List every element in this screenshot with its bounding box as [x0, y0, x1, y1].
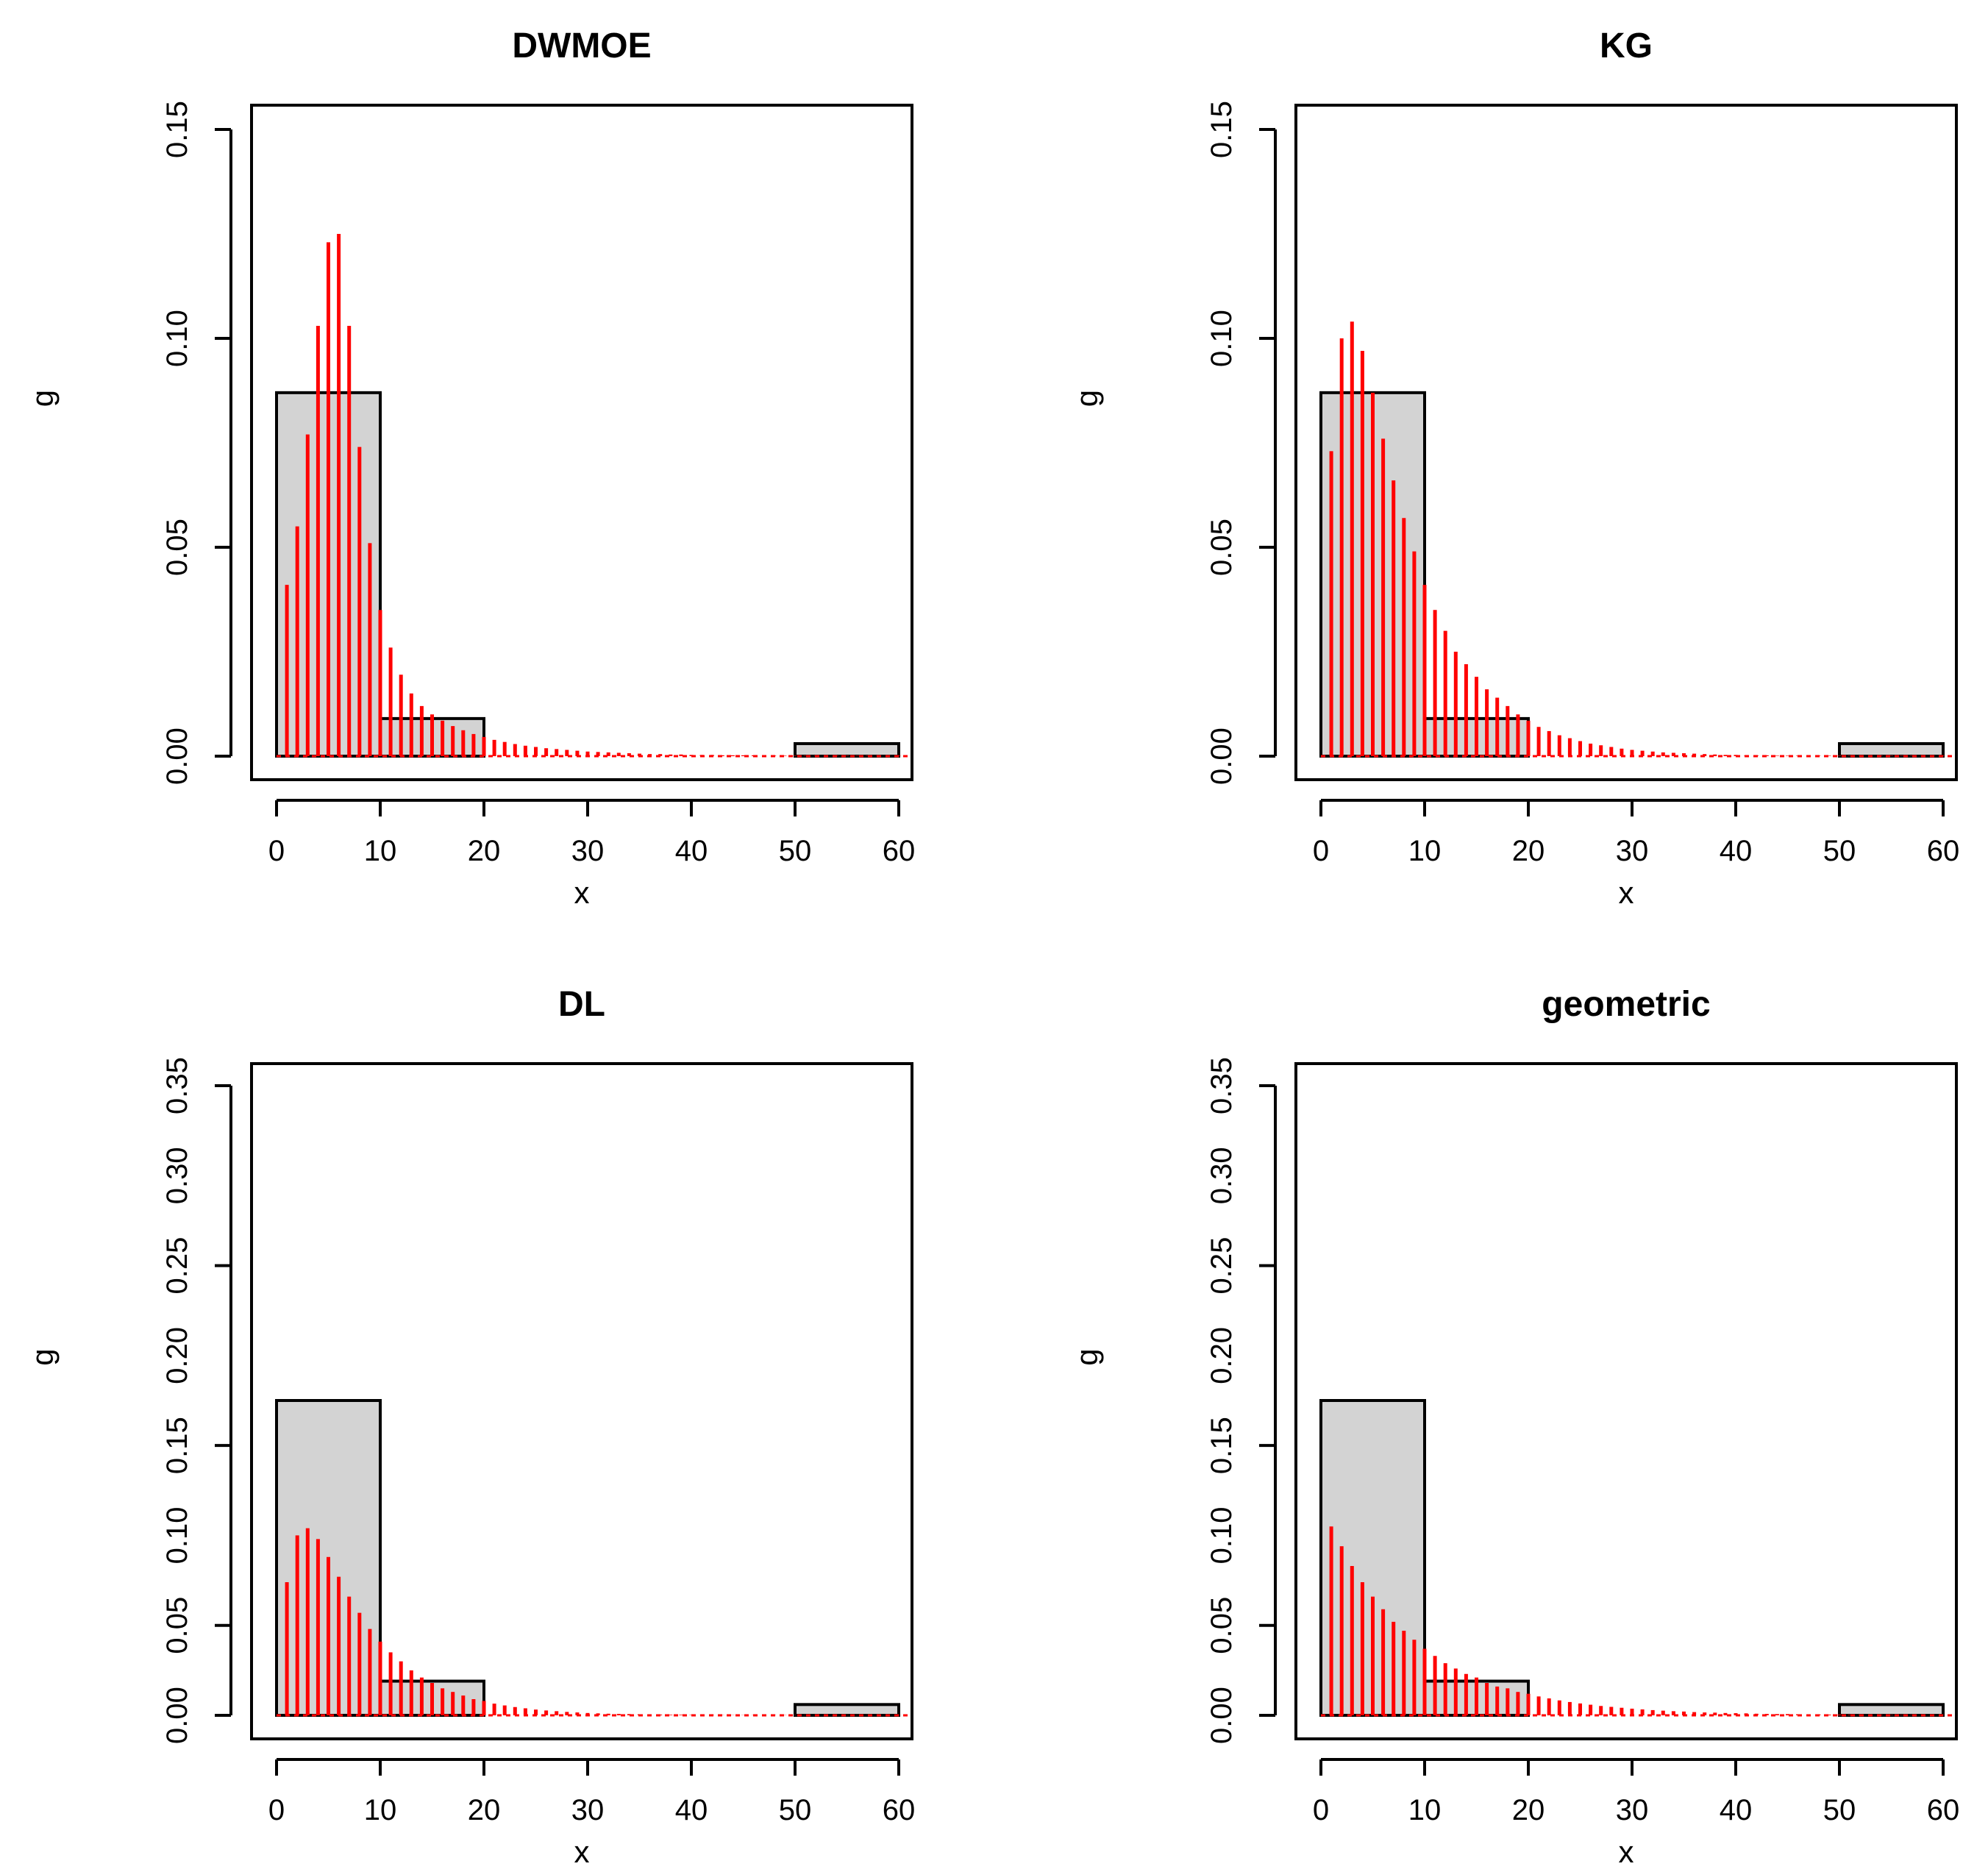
y-tick-label: 0.10 [161, 310, 193, 367]
x-tick-label: 50 [1823, 835, 1856, 867]
x-tick-label: 0 [1313, 835, 1329, 867]
x-tick-label: 30 [1616, 835, 1649, 867]
histogram-bin [794, 1703, 900, 1717]
chart-panel-4: 0 10 20 30 40 50 60 0.00 0.05 0.15 0.25 0.35 0.10 0.2… [1069, 985, 1959, 1869]
y-tick-label-overlay: 0.10 [161, 1506, 193, 1564]
y-tick-label: 0.05 [161, 1597, 193, 1654]
y-tick-label: 0.25 [1205, 1237, 1238, 1295]
x-tick-label: 30 [571, 835, 605, 867]
y-axis-label: g [25, 390, 60, 407]
chart-panel-3: 0 10 20 30 40 50 60 0.00 0.05 0.15 0.25 0.35 0.10 0.2… [25, 985, 915, 1869]
y-tick-label-overlay: 0.10 [1205, 1506, 1238, 1564]
x-tick-label: 50 [779, 1794, 812, 1826]
x-tick-label: 40 [675, 835, 708, 867]
x-tick-label: 40 [675, 1794, 708, 1826]
chart-title: DWMOE [512, 26, 651, 65]
y-tick-label: 0.10 [1205, 310, 1238, 367]
y-tick-label: 0.05 [1205, 519, 1238, 576]
x-tick-label: 20 [1512, 835, 1545, 867]
histogram-bin [1838, 741, 1945, 758]
y-tick-label: 0.15 [1205, 101, 1238, 158]
x-tick-label: 10 [364, 835, 397, 867]
histogram-bin [1838, 1703, 1945, 1717]
x-tick-label: 20 [468, 835, 501, 867]
x-tick-label: 10 [1408, 1794, 1442, 1826]
y-tick-label: 0.15 [161, 101, 193, 158]
x-tick-label: 60 [883, 835, 916, 867]
x-tick-label: 50 [1823, 1794, 1856, 1826]
plot-frame [1294, 1062, 1958, 1740]
y-tick-label: 0.00 [161, 1687, 193, 1744]
y-tick-label: 0.00 [1205, 727, 1238, 785]
y-tick-label-overlay: 0.30 [1205, 1147, 1238, 1204]
y-axis-label: g [1069, 390, 1104, 407]
x-axis-label: x [574, 1834, 590, 1869]
x-axis-label: x [1619, 1834, 1634, 1869]
x-tick-label: 20 [468, 1794, 501, 1826]
y-tick-label: 0.35 [1205, 1057, 1238, 1114]
x-tick-label: 0 [1313, 1794, 1329, 1826]
y-tick-label: 0.05 [161, 519, 193, 576]
x-tick-label: 60 [1927, 1794, 1960, 1826]
y-tick-label: 0.00 [161, 727, 193, 785]
x-axis-label: x [574, 875, 590, 910]
x-tick-label: 30 [1616, 1794, 1649, 1826]
plot-frame [250, 1062, 913, 1740]
y-tick-label: 0.15 [1205, 1417, 1238, 1474]
y-axis-label: g [1069, 1348, 1104, 1365]
y-tick-label: 0.35 [161, 1057, 193, 1114]
y-tick-label: 0.05 [1205, 1597, 1238, 1654]
x-tick-label: 10 [1408, 835, 1442, 867]
x-tick-label: 60 [1927, 835, 1960, 867]
x-tick-label: 20 [1512, 1794, 1545, 1826]
x-tick-label: 30 [571, 1794, 605, 1826]
chart-title: KG [1600, 26, 1653, 65]
x-tick-label: 40 [1720, 835, 1753, 867]
y-tick-label-overlay: 0.30 [161, 1147, 193, 1204]
y-tick-label-overlay: 0.20 [1205, 1327, 1238, 1384]
y-tick-label-overlay: 0.20 [161, 1327, 193, 1384]
chart-title: DL [558, 985, 605, 1024]
y-tick-label: 0.00 [1205, 1687, 1238, 1744]
chart-title: geometric [1542, 985, 1710, 1024]
plot-frame [1294, 104, 1958, 781]
x-tick-label: 0 [268, 1794, 285, 1826]
x-tick-label: 0 [268, 835, 285, 867]
y-tick-label: 0.15 [161, 1417, 193, 1474]
y-tick-label: 0.25 [161, 1237, 193, 1295]
x-tick-label: 10 [364, 1794, 397, 1826]
x-tick-label: 40 [1720, 1794, 1753, 1826]
histogram-bin [794, 741, 900, 758]
chart-panel-1: 0 10 20 30 40 50 60 0.00 0.05 0.10 0.15 DWMOE x g [25, 26, 915, 910]
x-tick-label: 50 [779, 835, 812, 867]
chart-panel-2: 0 10 20 30 40 50 60 0.00 0.05 0.10 0.15 KG x g [1069, 26, 1959, 910]
x-tick-label: 60 [883, 1794, 916, 1826]
x-axis-label: x [1619, 875, 1634, 910]
plot-frame [250, 104, 913, 781]
y-axis-label: g [25, 1348, 60, 1365]
